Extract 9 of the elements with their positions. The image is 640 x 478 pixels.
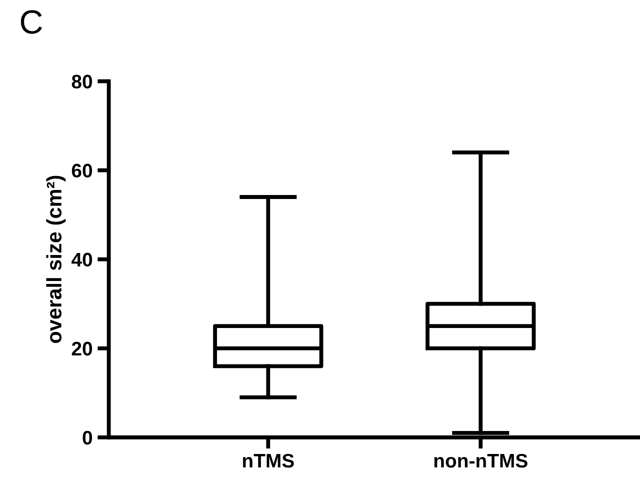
chart-title: C bbox=[20, 10, 42, 34]
x-tick-label: nTMS bbox=[242, 454, 294, 468]
y-tick-label: 40 bbox=[71, 252, 92, 267]
y-tick-label: 20 bbox=[72, 342, 92, 356]
y-axis-title: overall size (cm²) bbox=[46, 176, 66, 344]
y-tick-label: 60 bbox=[72, 164, 92, 178]
x-tick-label: non-nTMS bbox=[434, 454, 528, 468]
y-tick-label: 80 bbox=[72, 74, 92, 88]
y-tick-label: 0 bbox=[82, 430, 92, 445]
